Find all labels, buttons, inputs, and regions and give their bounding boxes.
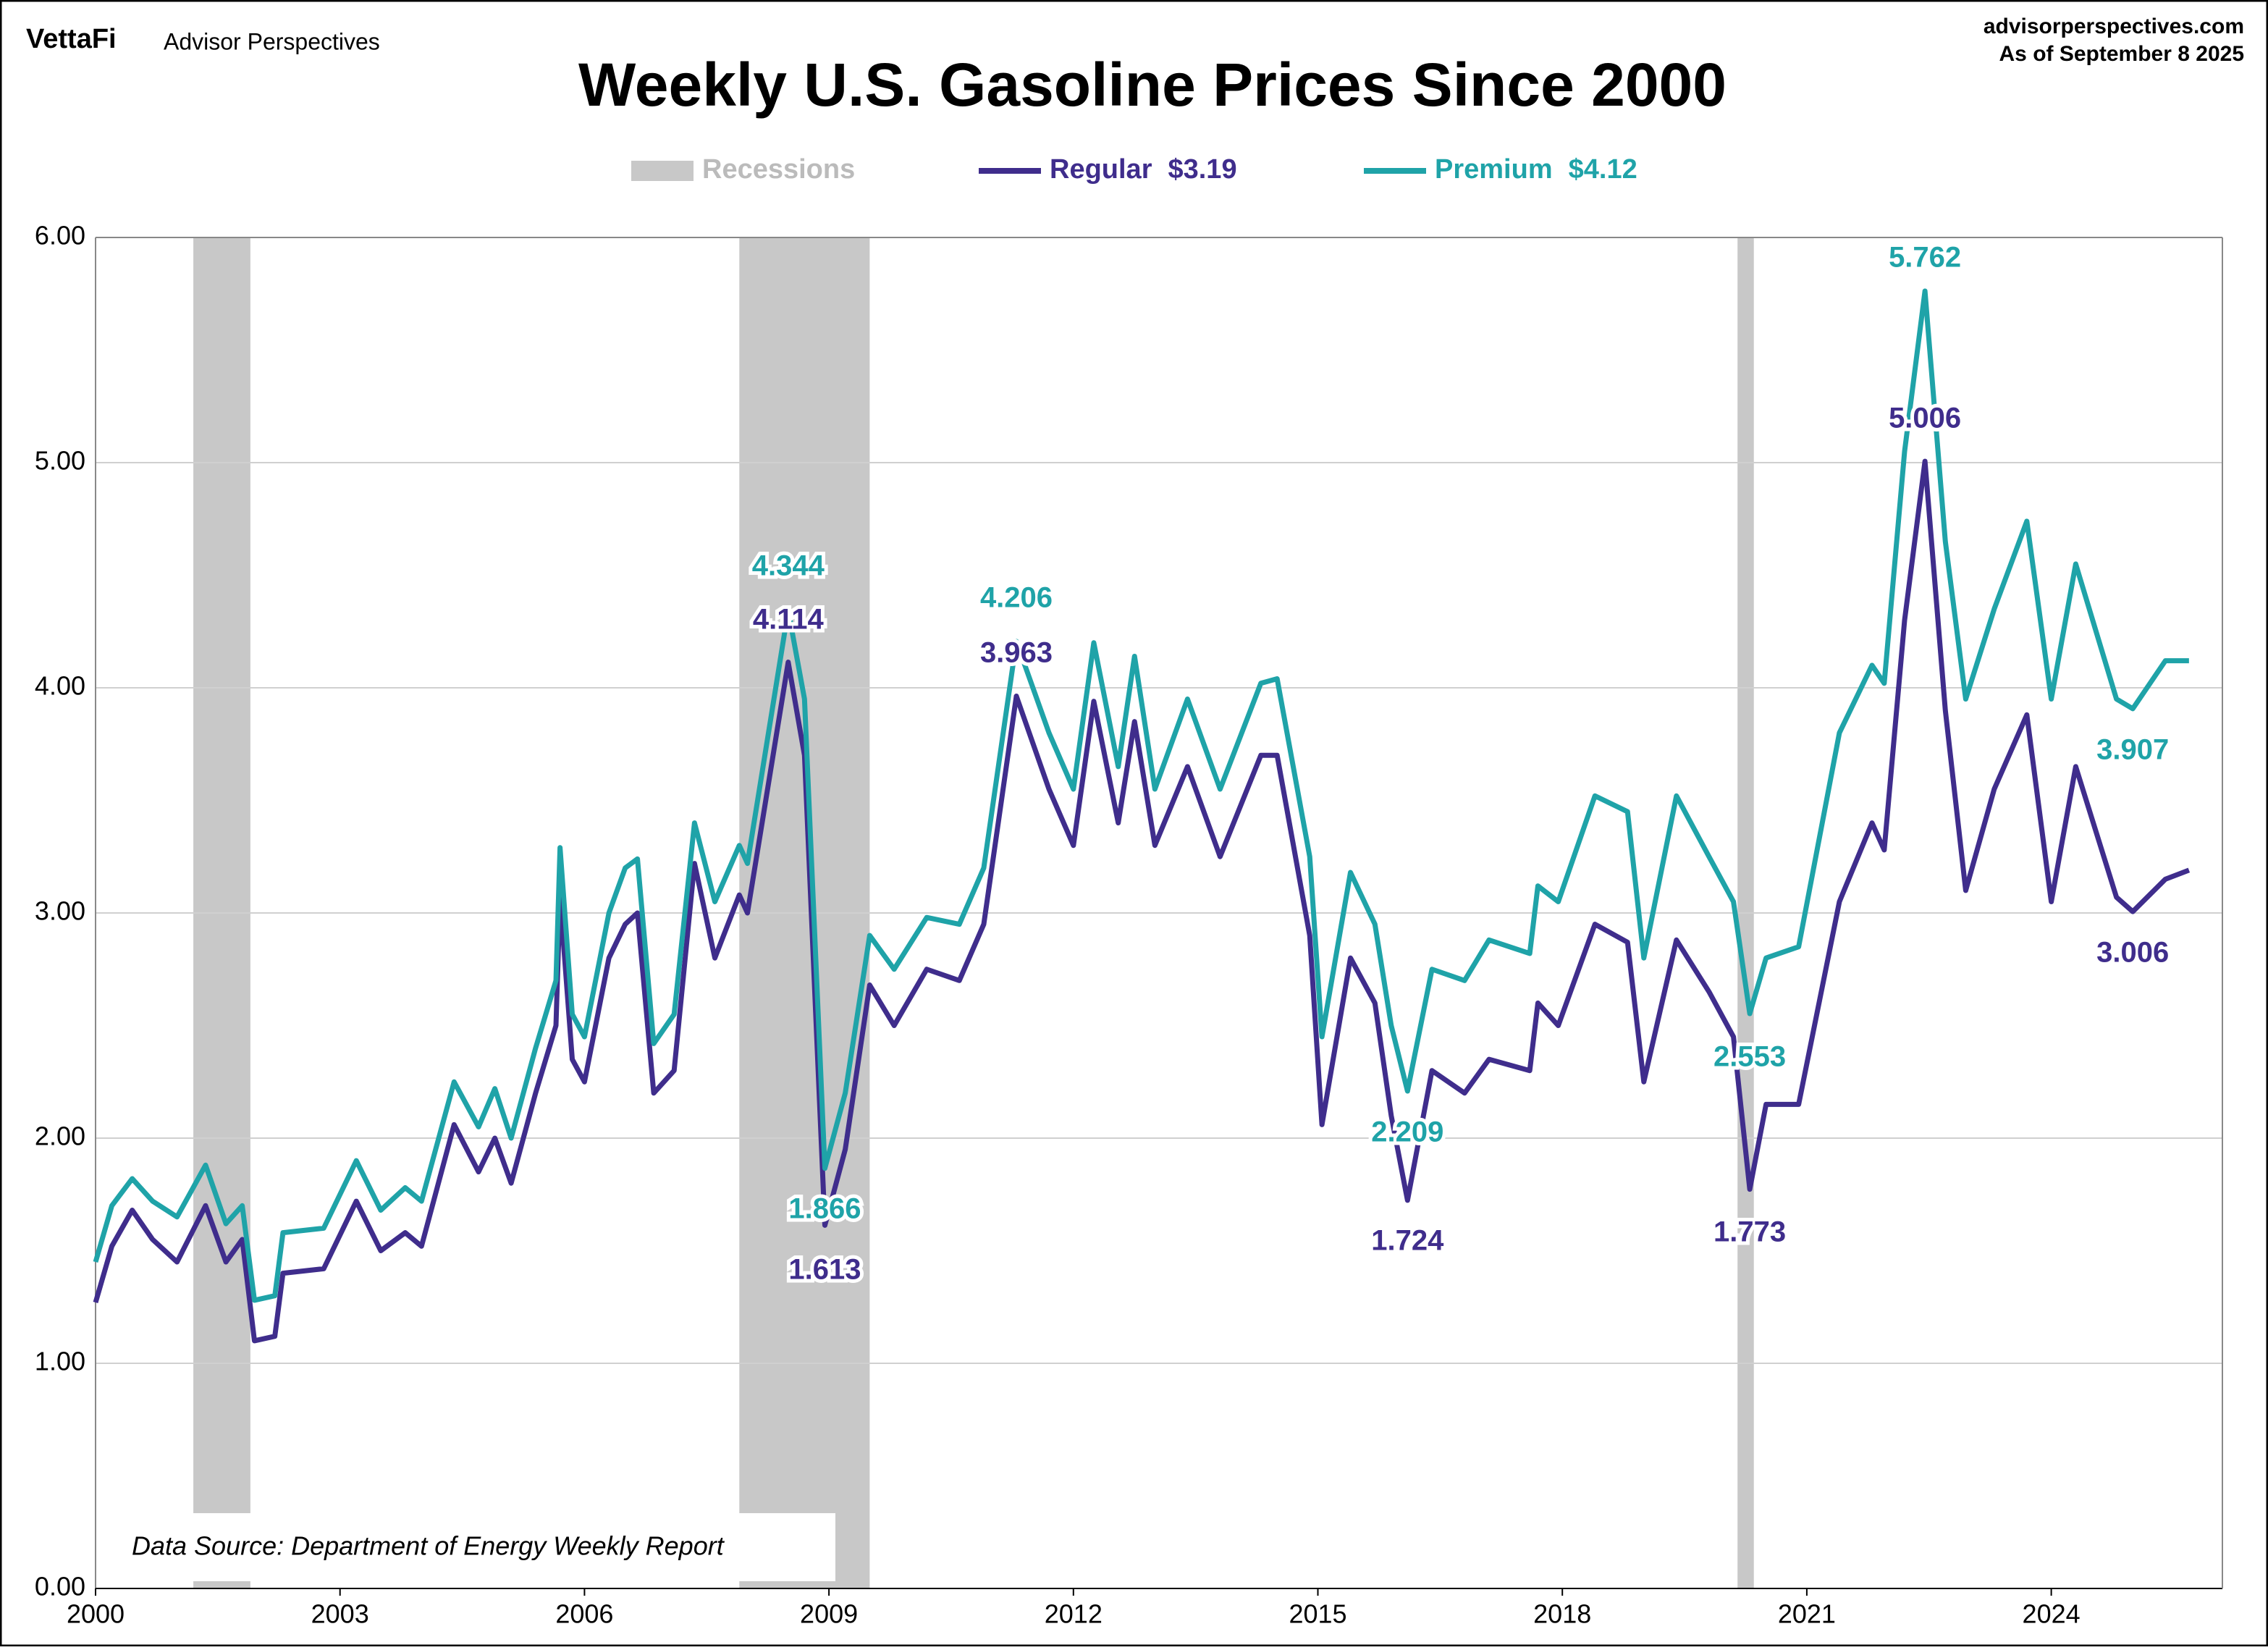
x-tick-label: 2006 [555, 1599, 613, 1629]
annotation: 1.613 [788, 1254, 861, 1286]
legend-swatch [631, 161, 694, 181]
y-tick-label: 1.00 [35, 1347, 85, 1376]
annotation: 4.206 [980, 582, 1053, 614]
y-tick-label: 2.00 [35, 1121, 85, 1151]
x-tick-label: 2018 [1533, 1599, 1591, 1629]
x-tick-label: 2012 [1045, 1599, 1103, 1629]
x-tick-label: 2021 [1778, 1599, 1836, 1629]
legend-latest: $4.12 [1569, 154, 1637, 185]
chart-title: Weekly U.S. Gasoline Prices Since 2000 [578, 51, 1727, 119]
annotation: 5.762 [1889, 242, 1961, 274]
legend-latest: $3.19 [1168, 154, 1236, 185]
as-of: As of September 8 2025 [1999, 42, 2244, 66]
brand-sub: Advisor Perspectives [164, 28, 380, 54]
legend-label: Recessions [702, 154, 855, 185]
legend-label: Regular $3.19 [1050, 154, 1237, 185]
annotation: 4.114 [753, 604, 825, 636]
x-tick-label: 2009 [800, 1599, 858, 1629]
annotation: 3.963 [980, 637, 1053, 669]
y-tick-label: 4.00 [35, 671, 85, 701]
annotation: 1.724 [1371, 1225, 1444, 1257]
y-tick-label: 3.00 [35, 896, 85, 926]
site: advisorperspectives.com [1984, 14, 2244, 38]
note: Data Source: Department of Energy Weekly… [132, 1531, 725, 1561]
x-tick-label: 2015 [1289, 1599, 1346, 1629]
annotation: 2.553 [1713, 1041, 1786, 1073]
annotation: 5.006 [1889, 403, 1961, 434]
y-tick-label: 6.00 [35, 221, 85, 251]
annotation: 2.209 [1371, 1116, 1443, 1148]
note-box [117, 1513, 835, 1581]
x-tick-label: 2024 [2023, 1599, 2081, 1629]
annotation: 1.773 [1713, 1216, 1786, 1248]
brand: VettaFi [26, 24, 117, 54]
y-tick-label: 5.00 [35, 446, 85, 476]
annotation: 3.907 [2096, 734, 2169, 766]
x-tick-label: 2003 [311, 1599, 369, 1629]
series-line [93, 458, 2191, 1344]
x-tick-label: 2000 [67, 1599, 125, 1629]
annotation: 3.006 [2096, 937, 2169, 969]
y-tick-label: 0.00 [35, 1572, 85, 1601]
legend-name: Premium [1435, 154, 1553, 185]
series-line [93, 288, 2189, 1303]
annotation: 4.344 [752, 550, 825, 582]
legend-name: Regular [1050, 154, 1152, 185]
annotation: 1.866 [788, 1193, 861, 1225]
legend-label: Premium $4.12 [1435, 154, 1637, 185]
